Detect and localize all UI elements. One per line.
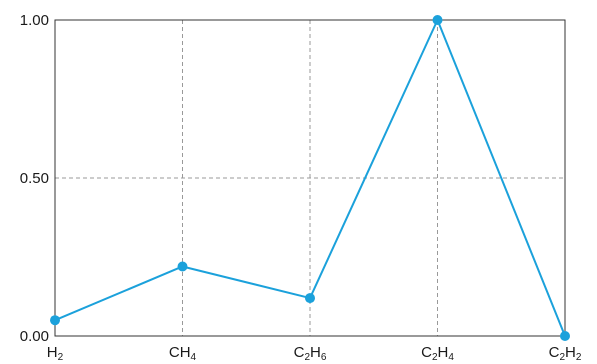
data-point xyxy=(305,293,315,304)
x-tick-label: H2 xyxy=(47,344,64,363)
data-point xyxy=(432,15,443,25)
y-axis-ticks: 0.00 0.50 1.00 xyxy=(20,12,49,345)
x-axis-ticks: H2 CH4 C2H6 C2H4 C2H2 xyxy=(47,344,582,363)
data-point xyxy=(177,261,188,272)
y-tick-label: 0.50 xyxy=(20,170,49,187)
y-tick-label: 1.00 xyxy=(20,12,49,29)
series-group xyxy=(50,15,570,341)
plot-frame xyxy=(54,19,566,337)
grid-lines xyxy=(55,20,565,336)
x-tick-label: C2H6 xyxy=(294,344,327,363)
data-point xyxy=(50,315,60,326)
x-tick-label: C2H2 xyxy=(549,344,582,363)
x-tick-label: C2H4 xyxy=(421,344,454,363)
data-point xyxy=(560,331,570,341)
y-tick-label: 0.00 xyxy=(20,328,49,345)
x-tick-label: CH4 xyxy=(169,344,197,363)
